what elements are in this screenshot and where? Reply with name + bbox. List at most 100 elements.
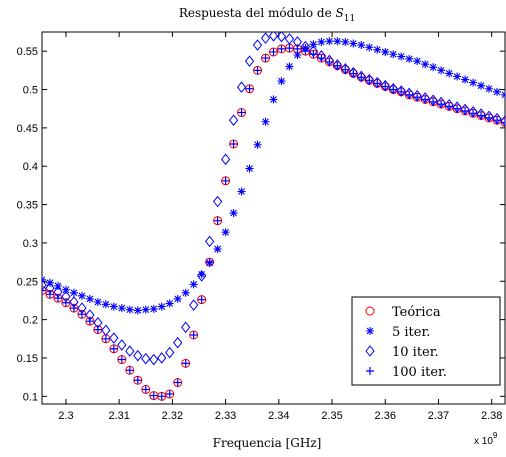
data-point	[277, 77, 286, 86]
data-point-shape	[125, 345, 135, 357]
data-point	[341, 65, 350, 74]
data-point-shape	[421, 60, 430, 69]
data-point	[77, 291, 86, 300]
data-point-shape	[485, 84, 494, 93]
data-point-shape	[357, 41, 366, 50]
data-point-shape	[204, 235, 215, 248]
data-point-shape	[493, 116, 502, 125]
data-point-shape	[380, 79, 390, 92]
data-point	[269, 47, 278, 56]
data-point-shape	[372, 76, 382, 89]
x-axis-exponent-power: 9	[493, 431, 498, 440]
legend-marker	[366, 327, 374, 335]
data-point	[101, 300, 110, 309]
data-point-shape	[245, 164, 254, 173]
data-point-shape	[133, 376, 142, 385]
legend-marker	[365, 345, 375, 357]
data-point-shape	[501, 118, 505, 127]
data-point-shape	[45, 290, 54, 299]
y-tick-label: 0.15	[17, 353, 38, 365]
data-point-shape	[149, 353, 159, 366]
legend-marker-shape	[365, 345, 375, 357]
data-point	[77, 310, 86, 319]
legend-box	[351, 296, 501, 386]
x-tick-label: 2.37	[428, 410, 449, 422]
y-tick-label: 0.2	[23, 315, 38, 327]
data-point	[117, 304, 126, 313]
data-point	[197, 295, 206, 304]
data-point	[301, 47, 310, 56]
data-point-shape	[213, 245, 222, 254]
data-point-shape	[277, 77, 286, 86]
data-point	[405, 90, 414, 99]
data-point	[453, 104, 462, 113]
data-point	[332, 59, 343, 71]
data-point-shape	[261, 54, 270, 63]
data-point-shape	[125, 305, 134, 314]
y-tick-label: 0.4	[23, 161, 38, 173]
y-tick-label: 0.45	[17, 123, 38, 135]
data-point	[157, 302, 166, 311]
data-point	[117, 339, 127, 351]
data-point-shape	[252, 39, 263, 51]
data-point-shape	[453, 104, 462, 113]
data-point-shape	[165, 390, 174, 399]
data-point	[149, 391, 158, 400]
x-tick-label: 2.36	[375, 410, 396, 422]
x-tick-label: 2.35	[321, 410, 342, 422]
data-point-shape	[413, 93, 422, 102]
y-tick-label: 0.1	[23, 391, 38, 403]
data-point	[213, 216, 222, 225]
legend-marker-shape	[365, 306, 375, 316]
data-point-shape	[181, 288, 190, 297]
data-point	[341, 37, 350, 46]
x-tick-label: 2.38	[481, 410, 502, 422]
data-point-shape	[461, 75, 470, 84]
data-point-shape	[397, 87, 406, 96]
x-axis-exponent-base: x 10	[474, 436, 493, 447]
data-point-shape	[220, 153, 231, 166]
legend-label: 5 iter.	[392, 325, 430, 340]
data-point-shape	[205, 258, 214, 267]
data-point-shape	[157, 392, 166, 401]
data-point-shape	[413, 57, 422, 66]
data-point-shape	[181, 321, 191, 334]
data-point	[372, 76, 382, 89]
data-point	[461, 75, 470, 84]
data-point-shape	[477, 111, 486, 120]
data-point-shape	[42, 286, 46, 295]
data-point-shape	[189, 299, 199, 311]
chart-title: Respuesta del módulo de S11	[179, 6, 355, 24]
data-point-shape	[173, 336, 183, 349]
data-point	[381, 82, 390, 91]
data-point-shape	[381, 47, 390, 56]
data-point	[333, 61, 342, 70]
data-point-shape	[301, 47, 310, 56]
data-point	[245, 164, 254, 173]
data-point-shape	[333, 61, 342, 70]
data-point	[252, 39, 263, 51]
data-point-shape	[197, 270, 207, 282]
data-point-shape	[189, 280, 198, 289]
data-point-shape	[117, 304, 126, 313]
data-point-shape	[61, 285, 70, 294]
data-point-shape	[101, 334, 110, 343]
data-point	[493, 116, 502, 125]
data-point-shape	[117, 355, 126, 364]
data-point-shape	[101, 300, 110, 309]
legend-marker	[365, 306, 375, 316]
data-point	[165, 299, 174, 308]
data-point-shape	[141, 385, 150, 394]
data-point	[109, 302, 118, 311]
data-point-shape	[333, 37, 342, 46]
data-point-shape	[357, 73, 366, 82]
data-point	[221, 228, 230, 237]
data-point	[389, 50, 398, 59]
data-point	[389, 85, 398, 94]
data-point-shape	[109, 302, 118, 311]
data-point-shape	[405, 90, 414, 99]
data-point-shape	[389, 50, 398, 59]
data-point-shape	[461, 107, 470, 116]
data-point	[365, 43, 374, 52]
data-point-shape	[260, 32, 271, 44]
